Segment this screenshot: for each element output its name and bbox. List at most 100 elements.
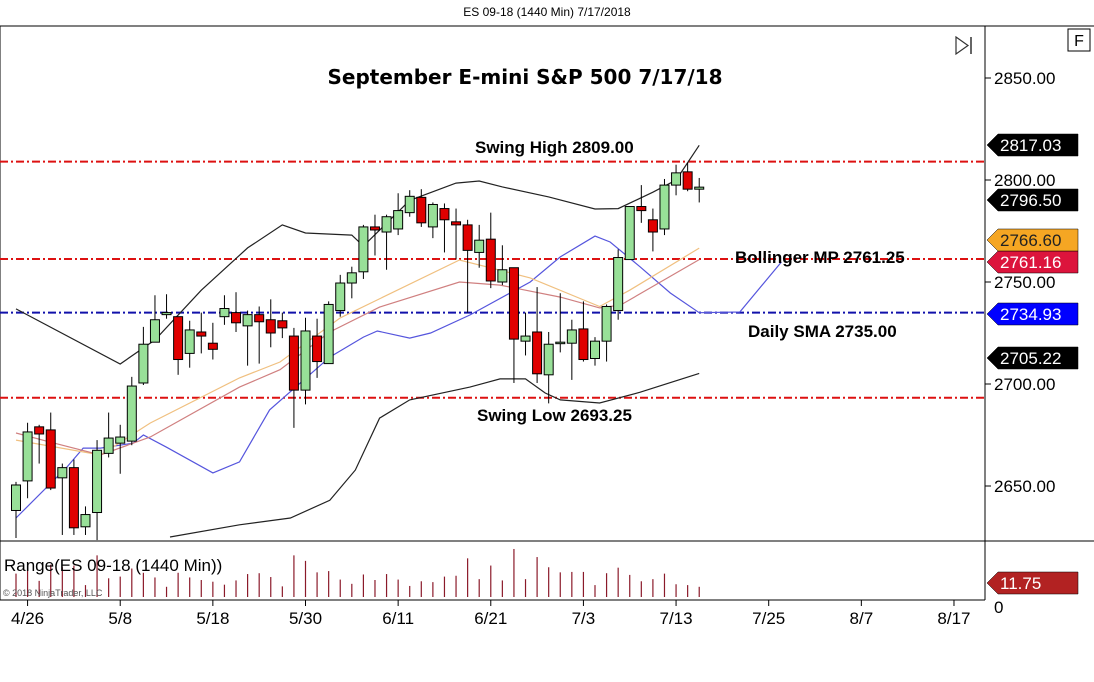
price-tag: 2705.22 [986,346,1079,370]
x-tick-label: 6/11 [382,609,414,628]
x-tick-label: 5/8 [108,609,132,628]
candle-body [439,208,450,221]
candle-body [300,330,311,391]
candle-body [555,341,566,345]
candle-body [323,303,334,365]
price-tag-text: 2817.03 [1000,136,1061,155]
candle-body [578,328,589,361]
upper-band-line [15,144,700,365]
candle-body [196,331,207,337]
x-tick-label: 5/18 [196,609,229,628]
price-tag: 2766.60 [986,228,1079,252]
candle-body [346,272,357,284]
price-tag: 2734.93 [986,302,1079,326]
candle-body [532,331,543,375]
x-tick-label: 7/25 [752,609,785,628]
candle-body [451,221,462,226]
candle-body [601,305,612,342]
candle-body [92,449,103,514]
y-tick-label: 2650.00 [994,477,1055,496]
candle-body [416,196,427,224]
candle-body [126,385,137,442]
price-tag-text: 2705.22 [1000,349,1061,368]
candle-body [184,329,195,354]
candle-body [624,206,635,261]
candle-body [254,314,265,323]
copyright: © 2018 NinjaTrader, LLC [3,588,103,598]
candle-body [80,514,91,528]
candle-body [485,238,496,282]
candle-body [613,257,624,312]
candle-body [57,467,68,479]
x-tick-label: 6/21 [474,609,507,628]
chart-title: September E-mini S&P 500 7/17/18 [327,65,722,89]
candle-body [694,186,705,190]
candle-body [22,431,33,482]
candle-body [393,210,404,230]
candle-body [103,437,114,454]
y-tick-label: 2750.00 [994,273,1055,292]
candle-body [161,312,172,316]
lower-band-line [169,372,700,538]
f-button[interactable]: F [1067,28,1091,52]
range-value-tag: 11.75 [986,571,1079,595]
candle-body [682,171,693,190]
x-tick-label: 5/30 [289,609,322,628]
price-tag-shape [986,571,1079,595]
price-tag-shape [986,188,1079,212]
range-zero-label: 0 [994,598,1003,617]
price-tag-shape [986,228,1079,252]
annotation-bollinger-mp: Bollinger MP 2761.25 [735,248,905,267]
x-tick-label: 7/3 [572,609,596,628]
candle-body [566,329,577,344]
candle-body [659,184,670,230]
price-tag-text: 2766.60 [1000,231,1061,250]
annotation-swing-low: Swing Low 2693.25 [477,406,632,425]
candle-body [369,226,380,231]
candle-body [219,308,230,318]
price-tag-text: 11.75 [1000,574,1041,593]
candle-body [207,342,218,350]
candle-body [312,335,323,363]
candle-body [636,206,647,212]
candle-body [45,429,56,489]
candle-body [543,343,554,376]
price-tag: 2817.03 [986,133,1079,157]
candle-body [288,335,299,391]
candle-body [173,316,184,361]
candle-body [34,426,45,435]
candle-body [427,203,438,228]
price-tag-shape [986,302,1079,326]
price-tag: 2796.50 [986,188,1079,212]
candle-body [242,314,253,327]
candle-body [462,224,473,251]
candle-body [11,484,21,511]
x-tick-label: 8/17 [937,609,970,628]
candle-body [671,172,682,186]
price-tag-shape [986,133,1079,157]
f-button-label[interactable]: F [1074,33,1084,50]
candle-body [68,467,79,529]
candle-body [115,436,126,444]
candle-body [508,267,519,340]
price-tag: 2761.16 [986,250,1079,274]
price-tag-text: 2734.93 [1000,305,1061,324]
candle-body [277,320,288,329]
candle-body [138,343,149,384]
y-tick-label: 2850.00 [994,69,1055,88]
chart-frame [0,25,1094,601]
candle-body [358,226,369,273]
x-tick-label: 4/26 [11,609,44,628]
candle-body [404,195,415,214]
y-tick-label: 2700.00 [994,375,1055,394]
candle-body [647,219,658,233]
range-panel-label: Range(ES 09-18 (1440 Min)) [4,556,222,575]
play-to-end-icon[interactable] [955,35,972,56]
candle-body [497,269,508,283]
candle-body [231,312,242,324]
annotation-swing-high: Swing High 2809.00 [475,138,634,157]
candle-body [381,216,392,233]
candle-body [149,319,160,343]
window-title: ES 09-18 (1440 Min) 7/17/2018 [463,5,631,19]
